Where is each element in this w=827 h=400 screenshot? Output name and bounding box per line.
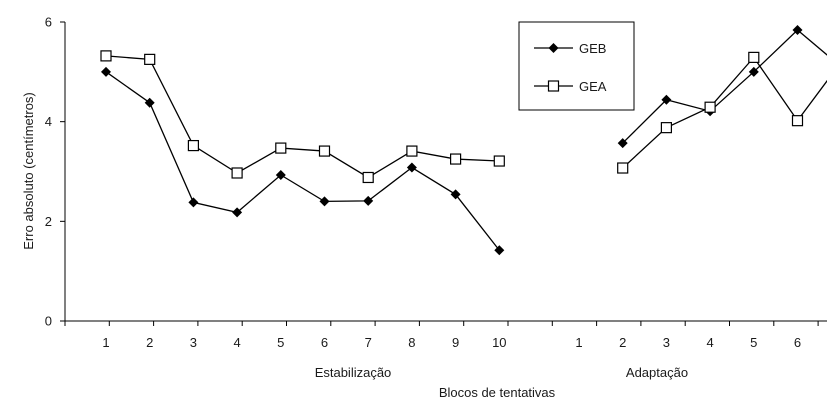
data-point-gea [617,162,629,174]
x-tick-label: 5 [750,335,757,350]
y-tick-label: 2 [45,214,52,229]
data-point-geb [406,162,417,173]
data-point-gea [362,171,374,184]
y-tick-label: 0 [45,314,52,329]
x-tick-label: 9 [452,335,459,350]
x-axis-label: Blocos de tentativas [439,385,556,400]
data-point-geb [275,169,286,180]
legend-box [518,21,635,111]
data-point-geb [748,66,759,77]
x-tick-label: 2 [146,335,153,350]
x-tick-label: 7 [365,335,372,350]
x-tick-label: 2 [619,335,626,350]
plot-area [100,24,827,256]
data-point-gea [450,153,462,165]
group-label-estabilizacao: Estabilização [315,365,392,380]
x-tick-label: 8 [408,335,415,350]
x-tick-label: 4 [233,335,240,350]
data-point-gea [704,101,716,113]
x-tick-label: 3 [663,335,670,350]
data-point-gea [144,53,156,65]
data-point-geb [188,197,199,208]
data-point-gea [660,122,673,134]
y-tick-label: 4 [45,114,52,129]
legend-marker-geb [548,43,559,53]
axes: 0 2 4 6 1 2 3 4 5 6 7 8 9 10 1 2 3 4 5 6 [45,15,827,350]
data-point-geb [661,94,672,105]
data-point-geb [363,195,374,206]
x-tick-label: 5 [277,335,284,350]
data-point-geb [450,189,461,200]
x-tick-label: 6 [794,335,801,350]
data-point-gea [231,167,243,179]
data-point-gea [748,51,760,63]
legend-label-geb: GEB [579,41,606,56]
series-line-gea [622,56,827,169]
data-point-geb [792,24,803,35]
data-point-gea [100,50,112,62]
data-point-geb [494,245,505,256]
data-point-gea [275,142,287,154]
x-tick-label: 4 [706,335,713,350]
legend: GEB GEA [518,21,635,111]
series-line-geb [622,29,827,144]
data-point-geb [144,97,155,108]
x-tick-label: 3 [190,335,197,350]
series-line-gea [105,55,500,179]
legend-label-gea: GEA [579,79,607,94]
group-label-adaptacao: Adaptação [626,365,688,380]
data-point-geb [232,207,243,218]
data-point-gea [318,145,331,157]
data-point-geb [617,138,628,149]
data-point-gea [493,155,505,167]
data-point-gea [791,115,804,127]
x-tick-label: 1 [575,335,582,350]
series-line-geb [105,71,500,251]
x-tick-label: 10 [492,335,506,350]
y-axis-label: Erro absoluto (centímetros) [21,92,36,250]
data-point-gea [406,145,418,157]
legend-marker-gea [547,80,560,92]
x-tick-label: 1 [102,335,109,350]
x-tick-label: 6 [321,335,328,350]
data-point-geb [101,66,111,77]
y-tick-label: 6 [45,15,52,30]
data-point-gea [187,139,199,152]
data-point-geb [319,196,330,207]
